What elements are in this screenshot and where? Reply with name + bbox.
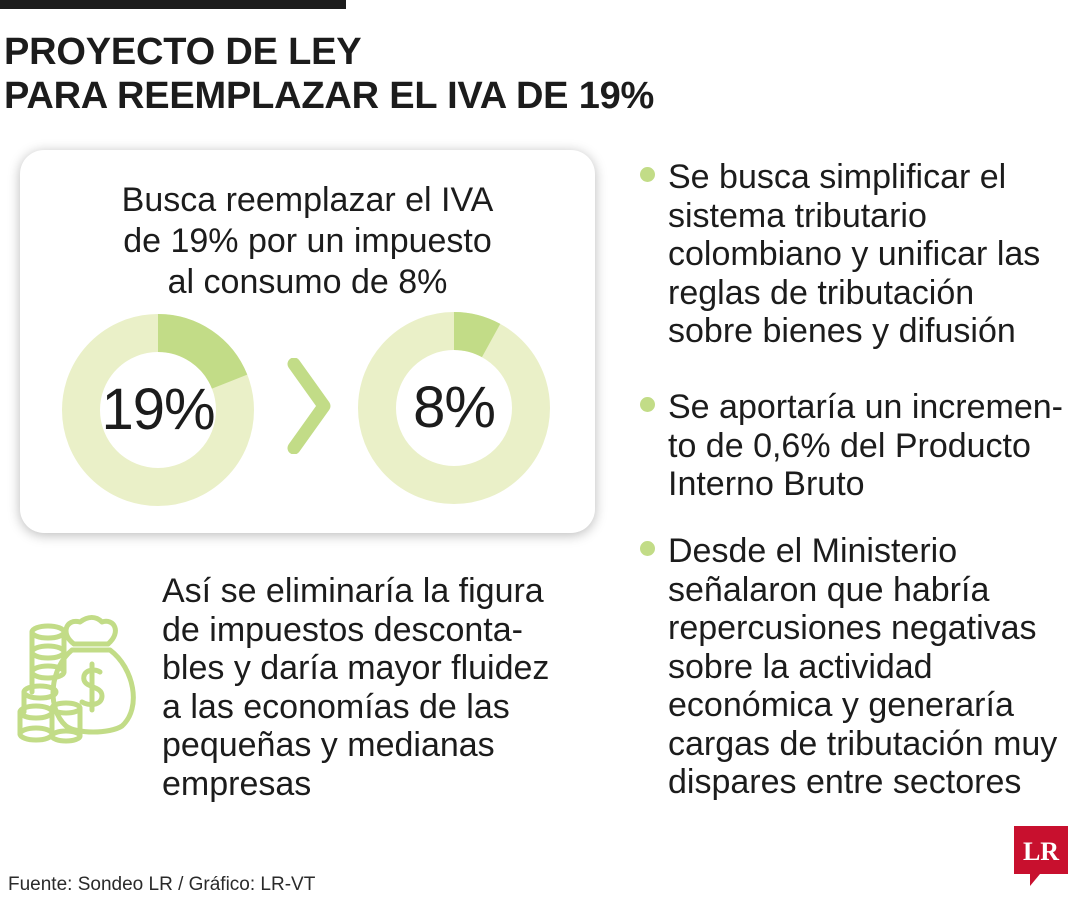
bullet-line: to de 0,6% del Producto xyxy=(668,426,1031,465)
left-paragraph-line: pequeñas y medianas xyxy=(162,726,495,764)
bullet-line: sistema tributario xyxy=(668,196,927,235)
lr-logo-text: LR xyxy=(1023,837,1059,866)
left-paragraph-line: a las economías de las xyxy=(162,687,510,726)
donut-after: 8% xyxy=(358,312,550,504)
bullet-item: Se aportaría un incremen- to de 0,6% del… xyxy=(636,388,1063,504)
bullet-line: Se busca simplificar el xyxy=(668,158,1007,196)
bullet-line: sobre bienes y difusión xyxy=(668,312,1016,350)
card-line-3: al consumo de 8% xyxy=(167,263,448,301)
page-title: PROYECTO DE LEY PARA REEMPLAZAR EL IVA D… xyxy=(4,30,654,118)
donut-before: 19% xyxy=(62,314,254,506)
bullet-line: económica y generaría xyxy=(668,686,1014,724)
top-accent-bar xyxy=(0,0,346,9)
bullet-line: colombiano y unificar las xyxy=(668,235,1041,273)
donut-before-arc xyxy=(157,314,248,390)
bullet-line: dispares entre sectores xyxy=(668,763,1022,801)
card-line-2: de 19% por un impuesto xyxy=(123,222,492,260)
left-paragraph: Así se eliminaría la figura de impuestos… xyxy=(162,572,549,803)
bullet-line: Se aportaría un incremen- xyxy=(668,388,1063,426)
bullet-line: cargas de tributación muy xyxy=(668,724,1058,763)
donut-after-label: 8% xyxy=(413,375,496,440)
bullet-line: reglas de tributación xyxy=(668,273,975,312)
chevron-right-icon xyxy=(287,358,331,454)
bullet-line: sobre la actividad xyxy=(668,647,933,686)
lr-logo-icon: LR xyxy=(1014,826,1068,886)
left-paragraph-line: Así se eliminaría la figura xyxy=(162,572,544,610)
bullet-item: Se busca simplificar el sistema tributar… xyxy=(636,158,1040,351)
bullet-line: repercusiones negativas xyxy=(668,609,1037,647)
bullet-dot-icon xyxy=(640,541,655,556)
source-credit: Fuente: Sondeo LR / Gráfico: LR-VT xyxy=(8,874,316,895)
bullet-dot-icon xyxy=(640,397,655,412)
left-paragraph-line: de impuestos desconta- xyxy=(162,610,523,649)
bullet-line: Interno Bruto xyxy=(668,465,865,503)
card-line-1: Busca reemplazar el IVA xyxy=(121,181,494,219)
left-paragraph-line: empresas xyxy=(162,764,312,803)
card-heading: Busca reemplazar el IVA de 19% por un im… xyxy=(20,180,595,303)
bullet-line: Desde el Ministerio xyxy=(668,532,958,570)
bullet-item: Desde el Ministerio señalaron que habría… xyxy=(636,532,1057,802)
money-bag-icon xyxy=(17,615,136,744)
title-line-1: PROYECTO DE LEY xyxy=(4,31,362,73)
bullet-line: señalaron que habría xyxy=(668,570,990,609)
donut-after-arc xyxy=(453,312,501,358)
left-paragraph-line: bles y daría mayor fluidez xyxy=(162,649,550,687)
title-line-2: PARA REEMPLAZAR EL IVA DE 19% xyxy=(4,75,655,117)
donut-before-label: 19% xyxy=(101,377,215,442)
bullet-dot-icon xyxy=(640,167,655,182)
